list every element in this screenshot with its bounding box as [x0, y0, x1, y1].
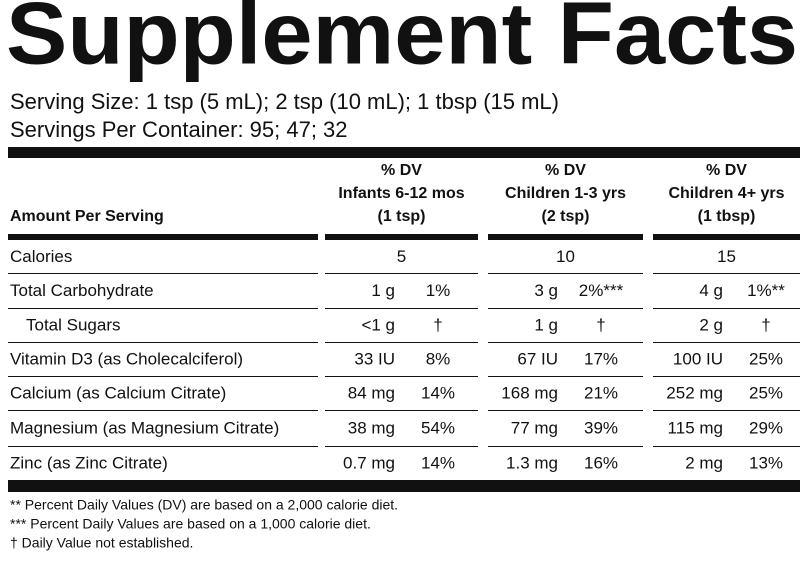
- footnote: *** Percent Daily Values are based on a …: [10, 516, 371, 532]
- cell-dv: 25%: [749, 349, 783, 368]
- row-rule: [653, 273, 800, 274]
- header-bar: [8, 234, 318, 240]
- group-header: Children 4+ yrs: [668, 185, 784, 202]
- top-bar: [8, 147, 800, 158]
- serving-size: Serving Size: 1 tsp (5 mL); 2 tsp (10 mL…: [10, 89, 559, 114]
- row-rule: [488, 308, 643, 309]
- serving-header: (2 tsp): [542, 208, 590, 225]
- footnote: † Daily Value not established.: [10, 535, 193, 551]
- row-rule: [488, 342, 643, 343]
- row-rule: [8, 273, 318, 274]
- cell-dv: 39%: [584, 418, 618, 437]
- row-rule: [325, 273, 478, 274]
- cell-dv: 2%***: [579, 281, 624, 300]
- cell-dv: 1%**: [747, 281, 785, 300]
- header-bar: [325, 234, 478, 240]
- footnote: ** Percent Daily Values (DV) are based o…: [10, 497, 398, 513]
- row-label: Calcium (as Calcium Citrate): [10, 383, 226, 402]
- row-rule: [488, 376, 643, 377]
- dv-header: % DV: [545, 162, 586, 179]
- cell-amount: 2 g: [699, 315, 723, 334]
- cell-dv: 29%: [749, 418, 783, 437]
- row-rule: [8, 376, 318, 377]
- cell-amount: 1 g: [534, 315, 558, 334]
- cell-amount: 4 g: [699, 281, 723, 300]
- cell-amount: 2 mg: [685, 453, 723, 472]
- cell-value: 10: [556, 247, 575, 266]
- group-header: Infants 6-12 mos: [338, 185, 464, 202]
- row-rule: [653, 410, 800, 411]
- row-rule: [653, 342, 800, 343]
- group-header: Children 1-3 yrs: [505, 185, 626, 202]
- cell-amount: 1 g: [371, 281, 395, 300]
- serving-header: (1 tsp): [378, 208, 426, 225]
- row-rule: [8, 410, 318, 411]
- row-rule: [653, 446, 800, 447]
- cell-value: 5: [397, 247, 406, 266]
- cell-amount: 100 IU: [673, 349, 723, 368]
- row-label: Vitamin D3 (as Cholecalciferol): [10, 349, 243, 368]
- dv-header: % DV: [381, 162, 422, 179]
- cell-dv: 1%: [426, 281, 451, 300]
- cell-amount: 168 mg: [501, 383, 558, 402]
- row-rule: [325, 376, 478, 377]
- header-bar: [653, 234, 800, 240]
- cell-dv: 16%: [584, 453, 618, 472]
- cell-dv: †: [596, 315, 605, 334]
- cell-amount: 67 IU: [517, 349, 558, 368]
- row-rule: [488, 410, 643, 411]
- cell-dv: 14%: [421, 453, 455, 472]
- cell-dv: 17%: [584, 349, 618, 368]
- row-rule: [325, 446, 478, 447]
- amount-header: Amount Per Serving: [10, 208, 164, 225]
- row-label: Magnesium (as Magnesium Citrate): [10, 418, 279, 437]
- row-rule: [325, 342, 478, 343]
- dv-header: % DV: [706, 162, 747, 179]
- cell-amount: 77 mg: [511, 418, 558, 437]
- cell-amount: 33 IU: [354, 349, 395, 368]
- cell-dv: †: [761, 315, 770, 334]
- cell-amount: 115 mg: [668, 418, 723, 437]
- cell-dv: †: [433, 315, 442, 334]
- servings-per-container: Servings Per Container: 95; 47; 32: [10, 117, 348, 142]
- row-rule: [325, 308, 478, 309]
- cell-amount: 252 mg: [666, 383, 723, 402]
- cell-amount: 38 mg: [348, 418, 395, 437]
- row-rule: [8, 446, 318, 447]
- row-rule: [8, 342, 318, 343]
- row-rule: [653, 308, 800, 309]
- row-label: Total Sugars: [26, 315, 121, 334]
- row-label: Zinc (as Zinc Citrate): [10, 453, 168, 472]
- cell-amount: <1 g: [361, 315, 395, 334]
- cell-amount: 84 mg: [348, 383, 395, 402]
- cell-dv: 8%: [426, 349, 451, 368]
- cell-dv: 21%: [584, 383, 618, 402]
- title: Supplement Facts: [6, 0, 798, 82]
- cell-amount: 0.7 mg: [343, 453, 395, 472]
- row-label: Total Carbohydrate: [10, 281, 154, 300]
- cell-amount: 3 g: [534, 281, 558, 300]
- serving-header: (1 tbsp): [698, 208, 756, 225]
- cell-dv: 14%: [421, 383, 455, 402]
- bottom-bar: [8, 480, 800, 492]
- cell-dv: 25%: [749, 383, 783, 402]
- cell-value: 15: [717, 247, 736, 266]
- row-rule: [653, 376, 800, 377]
- row-rule: [325, 410, 478, 411]
- row-rule: [8, 308, 318, 309]
- cell-dv: 54%: [421, 418, 455, 437]
- cell-amount: 1.3 mg: [506, 453, 558, 472]
- header-bar: [488, 234, 643, 240]
- row-label: Calories: [10, 247, 72, 266]
- cell-dv: 13%: [749, 453, 783, 472]
- row-rule: [488, 273, 643, 274]
- row-rule: [488, 446, 643, 447]
